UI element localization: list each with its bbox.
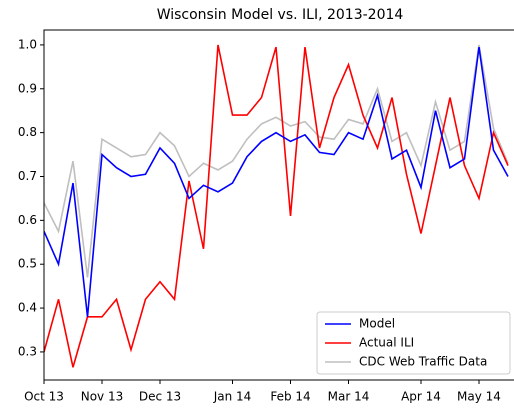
y-tick-label: 0.3	[18, 344, 37, 358]
legend-label: Actual ILI	[359, 336, 414, 350]
axes-frame	[43, 29, 514, 381]
x-tick-label: Feb 14	[270, 390, 310, 404]
series-line	[44, 44, 509, 278]
y-tick-label: 0.5	[18, 257, 37, 271]
x-tick-label: Dec 13	[139, 390, 181, 404]
legend-label: Model	[359, 317, 395, 331]
x-tick-label: Jan 14	[213, 390, 252, 404]
x-tick-label: Mar 14	[328, 390, 370, 404]
x-tick-label: May 14	[457, 390, 501, 404]
series-line	[44, 46, 509, 317]
y-tick-label: 0.9	[18, 81, 37, 95]
y-tick-label: 0.4	[18, 301, 37, 315]
series-line	[44, 44, 509, 368]
chart-title: Wisconsin Model vs. ILI, 2013-2014	[157, 7, 404, 23]
legend-box	[316, 311, 511, 375]
x-tick-label: Nov 13	[81, 390, 124, 404]
y-tick-label: 0.8	[18, 125, 37, 139]
y-tick-label: 1.0	[18, 37, 37, 51]
x-tick-label: Oct 13	[24, 390, 64, 404]
x-tick-label: Apr 14	[401, 390, 441, 404]
legend-label: CDC Web Traffic Data	[359, 355, 487, 369]
y-tick-label: 0.7	[18, 169, 37, 183]
y-tick-label: 0.6	[18, 213, 37, 227]
